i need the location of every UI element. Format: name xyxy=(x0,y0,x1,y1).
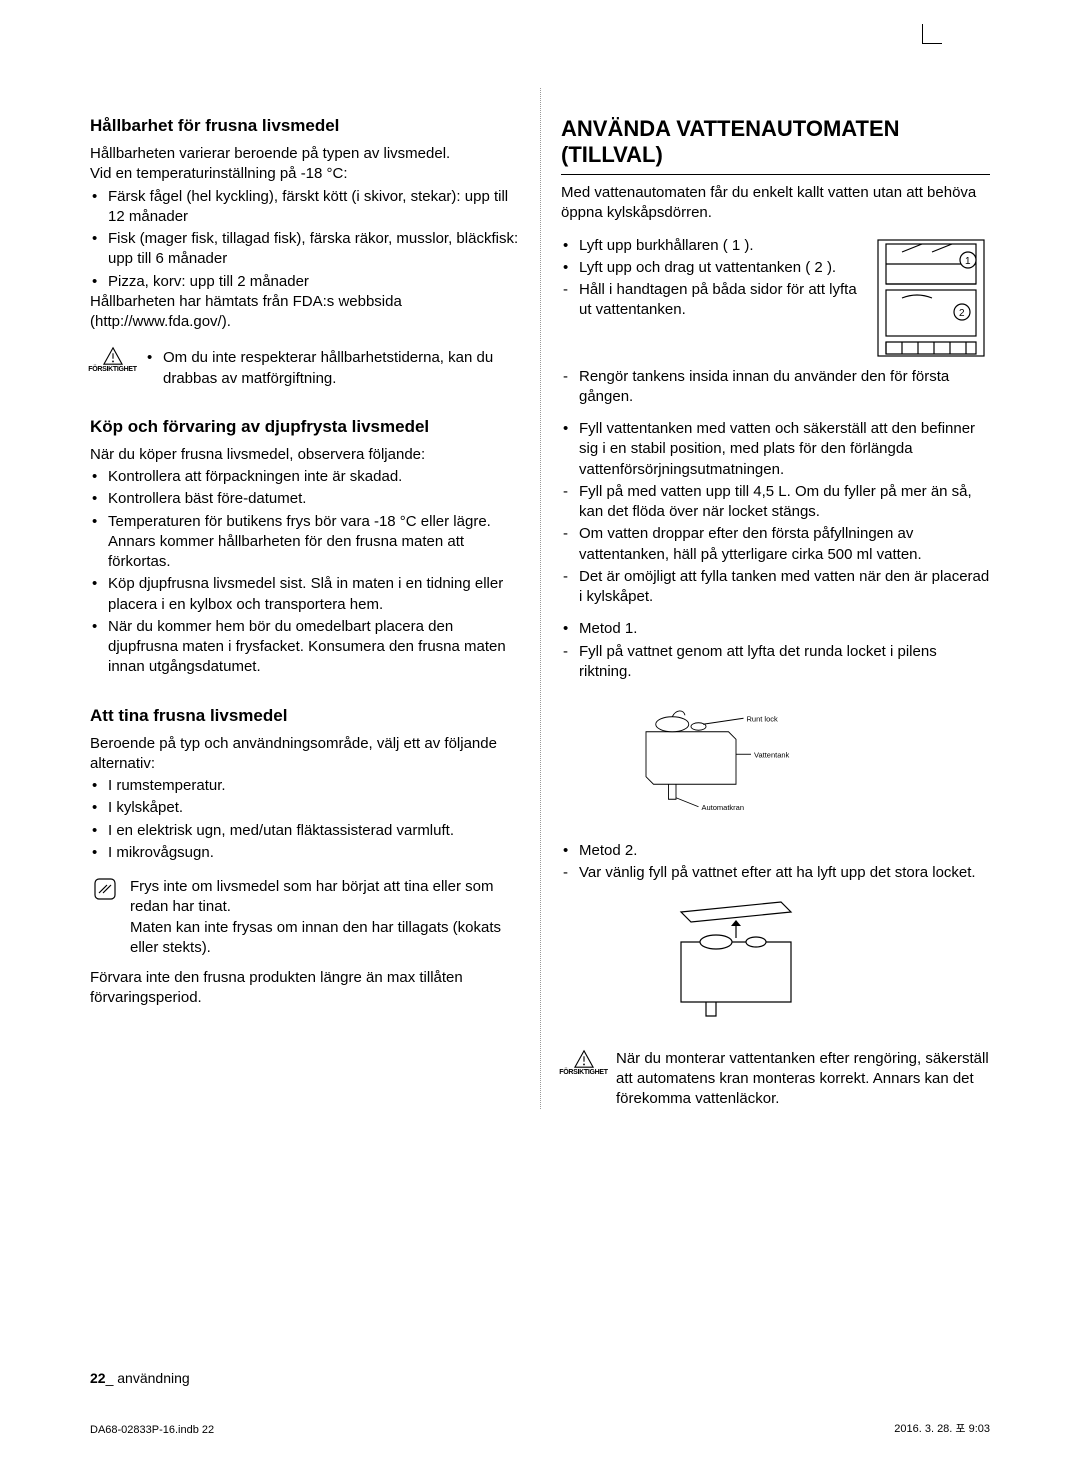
list-item: Det är omöjligt att fylla tanken med vat… xyxy=(561,567,990,608)
body-text: När du köper frusna livsmedel, observera… xyxy=(90,445,520,465)
caution-icon: FÖRSIKTIGHET xyxy=(561,1049,606,1076)
heading-buy-store: Köp och förvaring av djupfrysta livsmede… xyxy=(90,417,520,437)
list-item: Håll i handtagen på båda sidor för att l… xyxy=(561,280,990,321)
list-item: I en elektrisk ugn, med/utan fläktassist… xyxy=(90,821,520,841)
list-method2-sub: Var vänlig fyll på vattnet efter att ha … xyxy=(561,863,990,883)
body-text: Förvara inte den frusna produkten längre… xyxy=(90,968,520,1009)
list-item: Temperaturen för butikens frys bör vara … xyxy=(90,512,520,573)
list-item: I kylskåpet. xyxy=(90,798,520,818)
list-item: Om du inte respekterar hållbarhetstidern… xyxy=(145,348,520,389)
list-item: Fisk (mager fisk, tillagad fisk), färska… xyxy=(90,229,520,270)
caution-label: FÖRSIKTIGHET xyxy=(88,366,137,373)
heading-dispenser: ANVÄNDA VATTENAUTOMATEN (TILLVAL) xyxy=(561,116,990,175)
list-fill-sub: Fyll på med vatten upp till 4,5 L. Om du… xyxy=(561,482,990,608)
list-item: Metod 1. xyxy=(561,619,990,639)
list-item: I mikrovågsugn. xyxy=(90,843,520,863)
list-method1-sub: Fyll på vattnet genom att lyfta det rund… xyxy=(561,642,990,683)
list-fill: Fyll vattentanken med vatten och säkerst… xyxy=(561,419,990,480)
fig-tank-labels: Runt lock Vattentank Automatkran xyxy=(561,682,990,839)
page-footer: 22_ användning xyxy=(90,1370,190,1386)
left-column: Hållbarhet för frusna livsmedel Hållbarh… xyxy=(90,88,540,1109)
list-item: Fyll vattentanken med vatten och säkerst… xyxy=(561,419,990,480)
section-name: användning xyxy=(117,1370,189,1386)
caution-block: FÖRSIKTIGHET Om du inte respekterar håll… xyxy=(90,346,520,389)
caution-text: Om du inte respekterar hållbarhetstidern… xyxy=(145,346,520,389)
body-text: Hållbarheten har hämtats från FDA:s webb… xyxy=(90,292,520,333)
fig-label: Automatkran xyxy=(702,803,745,812)
list-item: Färsk fågel (hel kyckling), färskt kött … xyxy=(90,187,520,228)
body-text: Hållbarheten varierar beroende på typen … xyxy=(90,144,520,164)
list-item: Lyft upp och drag ut vattentanken ( 2 ). xyxy=(561,258,990,278)
heading-shelflife: Hållbarhet för frusna livsmedel xyxy=(90,116,520,136)
list-item: Var vänlig fyll på vattnet efter att ha … xyxy=(561,863,990,883)
fig-label: Vattentank xyxy=(754,750,790,759)
doc-file-meta: DA68-02833P-16.indb 22 xyxy=(90,1424,214,1436)
list-item: När du kommer hem bör du omedelbart plac… xyxy=(90,617,520,678)
page-number: 22 xyxy=(90,1370,106,1386)
list-item: I rumstemperatur. xyxy=(90,776,520,796)
fig-tank-lid xyxy=(561,884,990,1035)
doc-timestamp: 2016. 3. 28. 포 9:03 xyxy=(894,1420,990,1436)
list-method1: Metod 1. xyxy=(561,619,990,639)
list-method2: Metod 2. xyxy=(561,841,990,861)
list-item: Fyll på vattnet genom att lyfta det rund… xyxy=(561,642,990,683)
list-shelflife: Färsk fågel (hel kyckling), färskt kött … xyxy=(90,187,520,292)
list-item: Lyft upp burkhållaren ( 1 ). xyxy=(561,236,990,256)
crop-mark-icon xyxy=(922,24,942,44)
fig-label: Runt lock xyxy=(747,714,779,723)
caution-label: FÖRSIKTIGHET xyxy=(559,1069,608,1076)
page: Hållbarhet för frusna livsmedel Hållbarh… xyxy=(0,0,1080,1472)
body-text: Beroende på typ och användningsområde, v… xyxy=(90,734,520,775)
caution-icon: FÖRSIKTIGHET xyxy=(90,346,135,373)
body-text: Frys inte om livsmedel som har börjat at… xyxy=(130,877,520,958)
list-item: Om vatten droppar efter den första påfyl… xyxy=(561,524,990,565)
list-item: Pizza, korv: upp till 2 månader xyxy=(90,272,520,292)
right-column: ANVÄNDA VATTENAUTOMATEN (TILLVAL) Med va… xyxy=(540,88,990,1109)
body-text: När du monterar vattentanken efter rengö… xyxy=(616,1049,990,1110)
two-column-layout: Hållbarhet för frusna livsmedel Hållbarh… xyxy=(90,88,990,1109)
list-item: Köp djupfrusna livsmedel sist. Slå in ma… xyxy=(90,574,520,615)
footer-sep: _ xyxy=(106,1370,118,1386)
caution-block: FÖRSIKTIGHET När du monterar vattentanke… xyxy=(561,1049,990,1110)
list-item: Fyll på med vatten upp till 4,5 L. Om du… xyxy=(561,482,990,523)
note-icon xyxy=(90,877,120,901)
caution-text: När du monterar vattentanken efter rengö… xyxy=(616,1049,990,1110)
list-thaw: I rumstemperatur. I kylskåpet. I en elek… xyxy=(90,776,520,863)
note-text: Frys inte om livsmedel som har börjat at… xyxy=(130,877,520,958)
list-item: Kontrollera att förpackningen inte är sk… xyxy=(90,467,520,487)
note-block: Frys inte om livsmedel som har börjat at… xyxy=(90,877,520,958)
list-item: Rengör tankens insida innan du använder … xyxy=(561,367,990,408)
list-item: Metod 2. xyxy=(561,841,990,861)
body-text: Vid en temperaturinställning på -18 °C: xyxy=(90,164,520,184)
heading-thaw: Att tina frusna livsmedel xyxy=(90,706,520,726)
list-item: Kontrollera bäst före-datumet. xyxy=(90,489,520,509)
list-buy-store: Kontrollera att förpackningen inte är sk… xyxy=(90,467,520,678)
body-text: Med vattenautomaten får du enkelt kallt … xyxy=(561,183,990,224)
